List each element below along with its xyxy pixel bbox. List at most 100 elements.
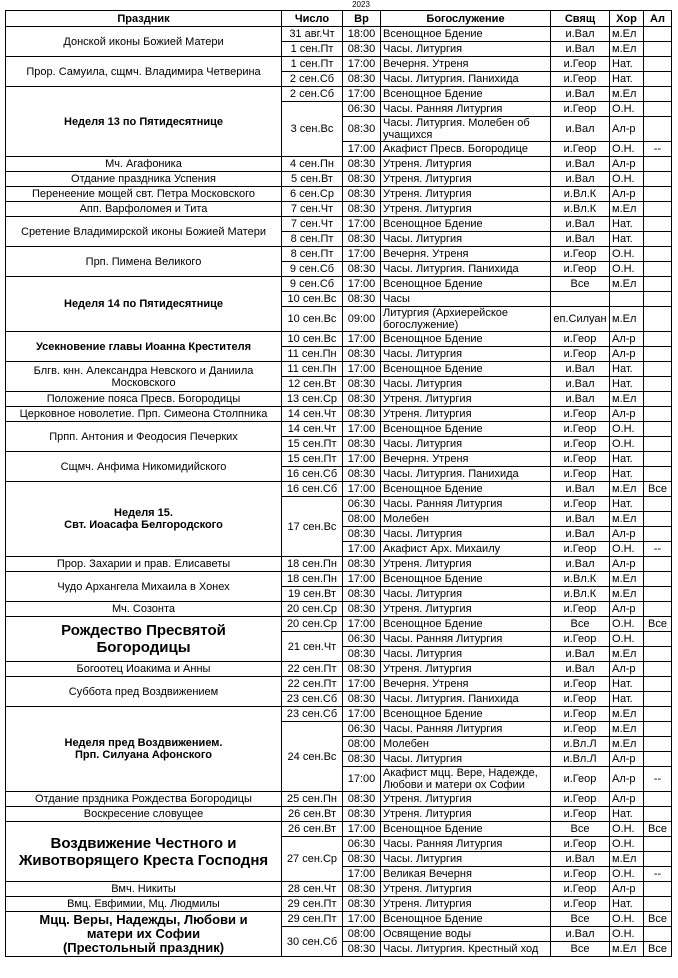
al [643, 926, 672, 942]
service: Вечерня. Утреня [380, 676, 551, 692]
choir: м.Ел [609, 276, 644, 292]
feast: Вмч. Никиты [5, 881, 282, 897]
al [643, 751, 672, 767]
priest: и.Геор [550, 261, 610, 277]
date: 12 сен.Вт [281, 376, 343, 392]
time: 08:30 [342, 851, 381, 867]
al [643, 391, 672, 407]
schedule-row: 27 сен.Ср 06:30 Часы. Ранняя Литургия и.Гео… [6, 836, 672, 882]
date: 1 сен.Пт [281, 41, 343, 57]
schedule-row: 11 сен.Пн 08:30 Часы. Литургия и.Геор Ал-р [6, 346, 672, 362]
service: Часы. Литургия [380, 851, 551, 867]
priest: и.Вал [550, 481, 610, 497]
service: Часы. Ранняя Литургия [380, 101, 551, 117]
feast: Рождество Пресвятой Богородицы [5, 616, 282, 662]
priest: и.Геор [550, 601, 610, 617]
service: Акафист мцц. Вере, Надежде, Любови и мат… [380, 766, 551, 792]
choir: О.Н. [609, 821, 644, 837]
column-header: Число [281, 10, 343, 27]
priest: и.Геор [550, 101, 610, 117]
al [643, 86, 672, 102]
choir: м.Ел [609, 851, 644, 867]
table-body: Донской иконы Божией Матери 31 авг.Чт 18:0… [5, 26, 672, 957]
column-header: Хор [609, 10, 644, 27]
date: 18 сен.Пн [281, 571, 343, 587]
schedule-row: Воздвижение Честного и Животворящего Кре… [5, 821, 672, 882]
time: 09:00 [342, 306, 381, 332]
time: 08:30 [342, 201, 381, 217]
priest: и.Вал [550, 851, 610, 867]
date: 7 сен.Чт [281, 201, 343, 217]
schedule-row: 19 сен.Вт 08:30 Часы. Литургия и.Вл.К м.Ел [6, 586, 672, 602]
time: 08:30 [342, 376, 381, 392]
priest: еп.Силуан [550, 306, 610, 332]
schedule-row: 17:00 Великая Вечерня и.Геор О.Н. -- [6, 866, 672, 882]
feast: Неделя пред Воздвижением. Прп. Силуана А… [5, 706, 282, 792]
service: Литургия (Архиерейское богослужение) [380, 306, 551, 332]
schedule-row: Сщмч. Анфима Никомидийского 15 сен.Пт 17:0… [5, 451, 672, 482]
service: Часы. Ранняя Литургия [380, 631, 551, 647]
time: 17:00 [342, 866, 381, 882]
date: 16 сен.Сб [281, 481, 343, 497]
service: Акафист Пресв. Богородице [380, 141, 551, 157]
al [643, 881, 672, 897]
service: Великая Вечерня [380, 866, 551, 882]
schedule-row: 08:00 Молебен и.Вл.Л м.Ел [6, 736, 672, 752]
schedule-row: Мч. Агафоника 4 сен.Пн 08:30 Утреня. Литург… [5, 156, 672, 172]
feast: Блгв. кнн. Александра Невского и Даниила… [5, 361, 282, 392]
date: 4 сен.Пн [281, 156, 343, 172]
time: 17:00 [342, 56, 381, 72]
service: Вечерня. Утреня [380, 451, 551, 467]
schedule-row: Воскресение словущее 26 сен.Вт 08:30 Утреня… [5, 806, 672, 822]
priest: и.Геор [550, 541, 610, 557]
choir: Нат. [609, 496, 644, 512]
schedule-row: 15 сен.Пт 08:30 Часы. Литургия и.Геор О.Н. [6, 436, 672, 452]
priest: и.Вал [550, 926, 610, 942]
choir: Нат. [609, 71, 644, 87]
choir: м.Ел [609, 41, 644, 57]
choir: О.Н. [609, 246, 644, 262]
date: 9 сен.Сб [281, 261, 343, 277]
priest: и.Вл.Л [550, 736, 610, 752]
priest: и.Вал [550, 661, 610, 677]
date: 26 сен.Вт [281, 821, 343, 837]
priest: и.Геор [550, 451, 610, 467]
service: Утреня. Литургия [380, 186, 551, 202]
date: 17 сен.Вс [281, 496, 343, 557]
date: 2 сен.Сб [281, 71, 343, 87]
time: 17:00 [342, 821, 381, 837]
schedule-row: Мч. Созонта 20 сен.Ср 08:30 Утреня. Литурги… [5, 601, 672, 617]
schedule-row: 08:30 Часы. Литургия и.Вл.Л Ал-р [6, 751, 672, 767]
priest: и.Вал [550, 511, 610, 527]
choir: м.Ел [609, 306, 644, 332]
time: 17:00 [342, 276, 381, 292]
time: 17:00 [342, 481, 381, 497]
service: Всенощное Бдение [380, 911, 551, 927]
priest: и.Вал [550, 86, 610, 102]
service: Всенощное Бдение [380, 616, 551, 632]
al [643, 216, 672, 232]
service: Всенощное Бдение [380, 706, 551, 722]
date: 10 сен.Вс [281, 306, 343, 332]
al [643, 851, 672, 867]
date: 23 сен.Сб [281, 691, 343, 707]
choir: О.Н. [609, 631, 644, 647]
feast: Положение пояса Пресв. Богородицы [5, 391, 282, 407]
al [643, 201, 672, 217]
feast: Мч. Созонта [5, 601, 282, 617]
choir: Ал-р [609, 556, 644, 572]
feast: Донской иконы Божией Матери [5, 26, 282, 57]
al [643, 246, 672, 262]
choir: Ал-р [609, 601, 644, 617]
al [643, 836, 672, 852]
al [643, 406, 672, 422]
al [643, 331, 672, 347]
schedule-row: 08:30 Часы. Литургия. Молебен об учащихся… [6, 116, 672, 142]
header-row: Праздник Число Вр Богослужение Свящ Хор Ал [5, 10, 672, 27]
choir: О.Н. [609, 141, 644, 157]
priest: и.Вал [550, 41, 610, 57]
service: Утреня. Литургия [380, 806, 551, 822]
priest: и.Геор [550, 56, 610, 72]
feast: Церковное новолетие. Прп. Симеона Столпн… [5, 406, 282, 422]
time: 08:30 [342, 171, 381, 187]
